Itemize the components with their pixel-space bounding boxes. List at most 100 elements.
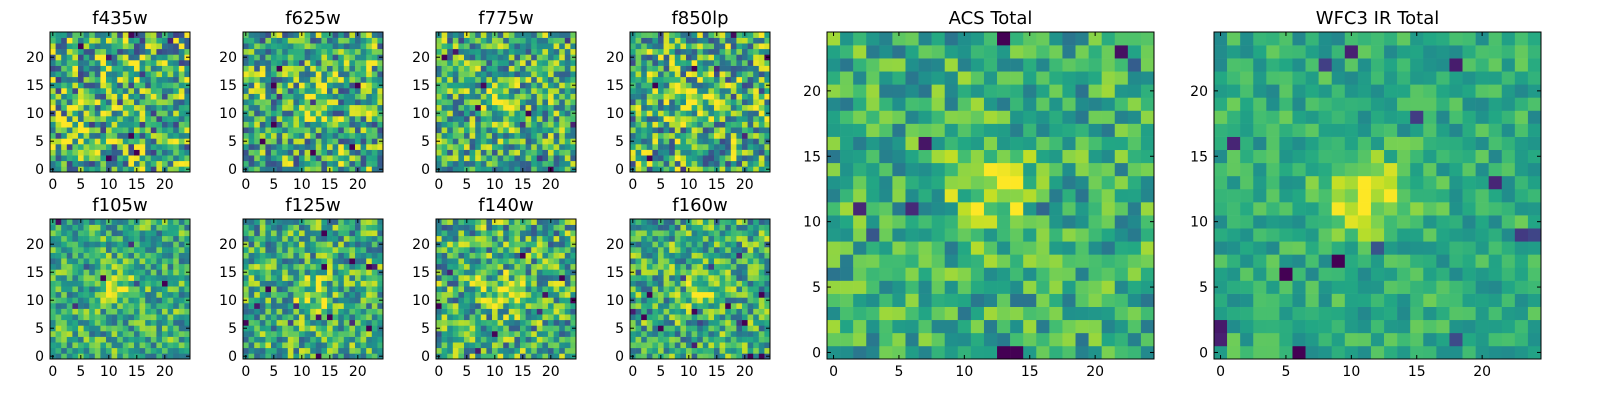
heatmap-cell [150,116,157,122]
heatmap-cell [691,43,698,50]
heatmap-cell [100,353,107,360]
heatmap-cell [635,319,642,326]
heatmap-cell [525,110,532,117]
heatmap-cell [66,241,73,248]
heatmap-cell [287,224,294,231]
heatmap-cell [492,76,498,83]
heatmap-cell [173,48,180,55]
heatmap-cell [287,71,294,78]
heatmap-cell [134,71,140,78]
heatmap-cell [525,32,532,38]
heatmap-cell [100,241,107,248]
heatmap-cell [349,155,356,162]
heatmap-cell [531,224,538,231]
heatmap-cell [691,71,698,78]
heatmap-cell [178,263,185,270]
heatmap-cell [111,93,118,100]
heatmap-cell [50,99,56,106]
heatmap-cell [111,144,118,150]
heatmap-cell [243,247,249,253]
heatmap-cell [669,353,676,360]
heatmap-cell [475,104,482,111]
heatmap-cell [447,308,454,315]
heatmap-cell [503,132,510,139]
heatmap-cell [89,347,96,354]
heatmap-cell [452,353,459,360]
heatmap-cell [553,291,560,298]
heatmap-cell [447,241,454,248]
heatmap-cell [321,149,328,156]
heatmap-cell [525,43,532,50]
heatmap-cell [542,291,549,298]
heatmap-cell [78,76,84,83]
x-tick-label: 10 [486,177,504,193]
heatmap-cell [94,60,101,66]
heatmap-cell [343,325,350,332]
heatmap-cell [134,48,140,55]
heatmap-cell [531,54,538,61]
heatmap-cell [173,88,180,94]
heatmap-cell [287,48,294,55]
heatmap-cell [548,291,554,298]
heatmap-cell [89,132,96,139]
heatmap-cell [719,342,726,349]
heatmap-cell [282,286,289,293]
heatmap-cell [276,319,283,326]
heatmap-cell [271,54,277,61]
heatmap-cell [371,319,378,326]
heatmap-cell [452,104,459,111]
heatmap-cell [355,138,361,145]
heatmap-cell [315,160,322,167]
heatmap-cell [464,286,470,293]
heatmap-cell [360,303,367,309]
heatmap-cell [475,99,482,106]
heatmap-cell [536,353,543,360]
heatmap-cell [282,258,289,265]
heatmap-cell [150,160,157,167]
heatmap-cell [520,116,526,122]
heatmap-cell [536,331,543,337]
heatmap-cell [162,347,168,354]
heatmap-cell [100,166,107,173]
heatmap-cell [61,144,68,150]
heatmap-cell [327,275,333,281]
heatmap-cell [117,127,124,134]
heatmap-cell [89,269,96,276]
heatmap-cell [514,43,521,50]
heatmap-cell [332,166,339,173]
heatmap-cell [508,43,515,50]
heatmap-cell [458,219,465,225]
heatmap-cell [78,275,84,281]
heatmap-cell [276,88,283,94]
heatmap-cell [480,230,487,237]
heatmap-cell [332,116,339,122]
heatmap-cell [271,110,277,117]
heatmap-cell [674,347,681,354]
heatmap-cell [282,37,289,44]
heatmap-cell [111,235,118,242]
heatmap-cell [753,291,760,298]
heatmap-cell [503,149,510,156]
heatmap-cell [287,65,294,72]
heatmap-cell [641,37,648,44]
heatmap-cell [508,235,515,242]
heatmap-cell [100,314,107,321]
heatmap-cell [691,93,698,100]
heatmap-cell [106,43,112,50]
heatmap-cell [139,99,146,106]
heatmap-cell [265,48,272,55]
heatmap-cell [564,99,571,106]
heatmap-cell [150,138,157,145]
heatmap-cell [100,336,107,343]
heatmap-cell [276,252,283,259]
heatmap-cell [531,263,538,270]
heatmap-cell [680,291,687,298]
heatmap-cell [299,37,305,44]
heatmap-cell [480,54,487,61]
heatmap-cell [736,353,743,360]
heatmap-cell [377,99,384,106]
heatmap-cell [50,303,56,309]
heatmap-cell [66,138,73,145]
heatmap-cell [747,286,754,293]
heatmap-cell [464,132,470,139]
